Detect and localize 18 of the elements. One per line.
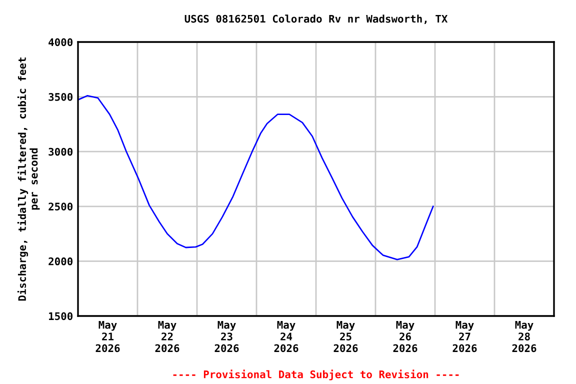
x-tick-label: May 27 2026 (452, 321, 477, 352)
x-tick-label: May 26 2026 (393, 321, 418, 352)
text: ---- Provisional Data Subject to Revision ---- (173, 370, 459, 380)
x-tick-label: May 24 2026 (274, 321, 298, 352)
chart-title: USGS 08162501 Colorado Rv nr Wadsworth, TX (184, 14, 448, 24)
y-tick-label: 3000 (48, 148, 73, 156)
y-axis-title: Discharge, tidally filtered, cubic feet per second (17, 58, 40, 301)
x-tick-label: May 28 2026 (512, 321, 536, 352)
y-tick-label: 2500 (48, 202, 73, 211)
x-tick-label: May 22 2026 (155, 321, 180, 352)
y-tick-label: 3500 (48, 93, 73, 101)
x-tick-label: May 21 2026 (96, 321, 120, 352)
x-tick-label: May 25 2026 (334, 321, 358, 352)
line-series (78, 95, 434, 260)
y-tick-label: 1500 (49, 312, 73, 320)
x-tick-label: May 23 2026 (214, 321, 239, 352)
y-tick-label: 2000 (48, 257, 73, 266)
y-tick-label: 4000 (48, 38, 73, 46)
